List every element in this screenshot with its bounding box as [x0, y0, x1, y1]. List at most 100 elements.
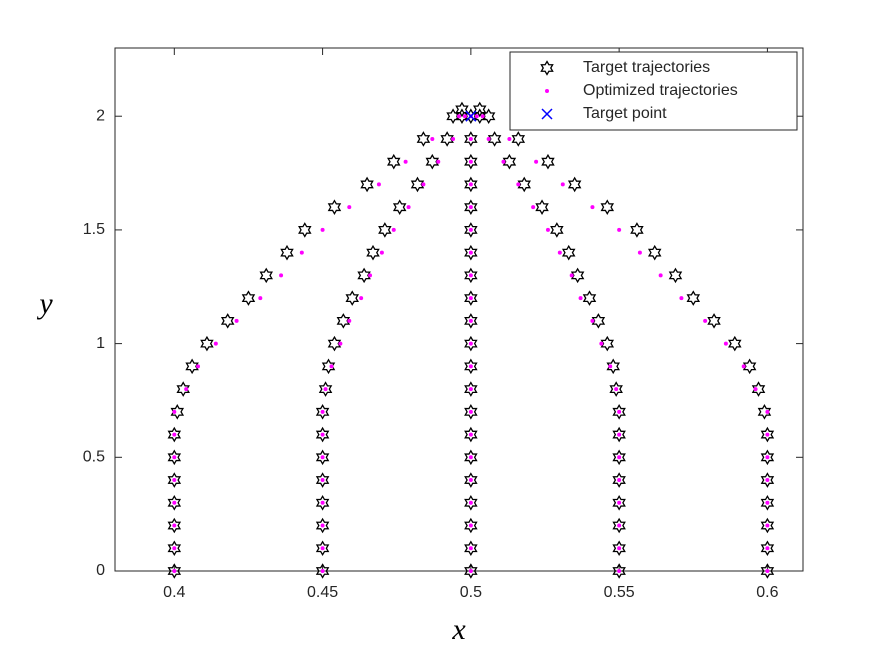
optimized-marker [617, 432, 622, 437]
optimized-marker [468, 364, 473, 369]
target-marker [612, 540, 626, 557]
y-axis-label: y [36, 287, 53, 320]
legend-marker [541, 108, 553, 120]
target-marker [517, 176, 531, 193]
optimized-marker [608, 364, 613, 369]
target-marker [464, 563, 478, 579]
target-marker [464, 244, 478, 261]
target-marker [582, 290, 597, 306]
target-marker [315, 404, 330, 420]
target-marker [561, 244, 576, 261]
optimized-marker [320, 227, 325, 232]
optimized-marker [323, 387, 328, 392]
target-marker [742, 358, 757, 375]
target-marker [760, 426, 775, 443]
target-marker [327, 335, 342, 352]
optimized-marker [320, 523, 325, 528]
target-marker [327, 199, 342, 215]
target-marker [464, 426, 478, 443]
target-marker [259, 267, 273, 284]
target-marker [410, 176, 425, 193]
optimized-marker [617, 569, 622, 573]
target-marker [416, 131, 431, 147]
optimized-marker [531, 205, 536, 210]
optimized-marker [172, 432, 177, 437]
optimized-marker [234, 318, 239, 323]
target-marker [315, 563, 330, 579]
optimized-marker [468, 182, 473, 187]
optimized-marker [679, 296, 684, 301]
target-marker [612, 494, 626, 511]
optimized-marker [765, 478, 770, 483]
optimized-marker [172, 478, 177, 483]
target-marker [464, 540, 478, 557]
optimized-marker [703, 318, 708, 323]
target-marker [511, 131, 526, 147]
optimized-marker [468, 455, 473, 460]
optimized-marker [320, 455, 325, 460]
optimized-marker [430, 136, 435, 141]
optimized-marker [468, 409, 473, 414]
target-marker [464, 131, 478, 147]
legend-marker [540, 60, 554, 76]
optimized-marker [474, 114, 479, 119]
optimized-marker [436, 159, 441, 164]
target-marker [612, 449, 626, 466]
target-marker [315, 472, 330, 488]
optimized-marker [451, 136, 456, 141]
target-marker [600, 335, 615, 352]
optimized-marker [338, 341, 343, 346]
optimized-marker [614, 387, 619, 392]
optimized-marker [617, 500, 622, 505]
optimized-marker [617, 227, 622, 232]
x-axis-label: x [451, 613, 466, 646]
optimized-marker [765, 455, 770, 460]
optimized-marker [590, 318, 595, 323]
optimized-marker [320, 409, 325, 414]
optimized-marker [468, 159, 473, 164]
target-marker [760, 449, 775, 466]
target-marker [464, 176, 478, 193]
target-marker [167, 540, 182, 557]
target-marker [760, 472, 775, 488]
y-tick-label: 1.5 [83, 221, 105, 238]
optimized-marker [501, 159, 506, 164]
optimized-marker [468, 432, 473, 437]
optimized-marker [172, 569, 177, 573]
optimized-marker [486, 136, 491, 141]
optimized-marker [320, 546, 325, 551]
target-marker [464, 290, 478, 306]
optimized-marker [765, 432, 770, 437]
optimized-marker [617, 455, 622, 460]
x-tick-label: 0.4 [163, 584, 185, 601]
legend-label: Optimized trajectories [583, 82, 738, 99]
optimized-marker [468, 478, 473, 483]
legend-box [509, 51, 798, 131]
x-tick-label: 0.45 [307, 584, 338, 601]
target-marker [612, 426, 626, 443]
target-marker [170, 404, 185, 420]
target-marker [241, 290, 256, 306]
target-marker [455, 101, 469, 118]
optimized-marker [391, 227, 396, 232]
target-marker [167, 449, 182, 466]
optimized-marker [368, 273, 373, 278]
target-marker [176, 381, 190, 397]
target-marker [535, 199, 549, 215]
target-marker [220, 313, 235, 329]
target-marker [318, 381, 333, 397]
target-marker [280, 244, 294, 261]
target-marker [464, 335, 478, 352]
target-marker [668, 267, 683, 284]
optimized-marker [545, 227, 550, 232]
target-marker [315, 540, 330, 557]
optimized-marker [468, 273, 473, 278]
target-marker [760, 494, 775, 511]
target-marker [609, 381, 623, 397]
target-marker [315, 517, 330, 534]
target-marker [387, 153, 401, 170]
target-marker [464, 517, 478, 534]
target-marker [760, 563, 775, 579]
target-marker [502, 153, 517, 170]
optimized-marker [172, 455, 177, 460]
